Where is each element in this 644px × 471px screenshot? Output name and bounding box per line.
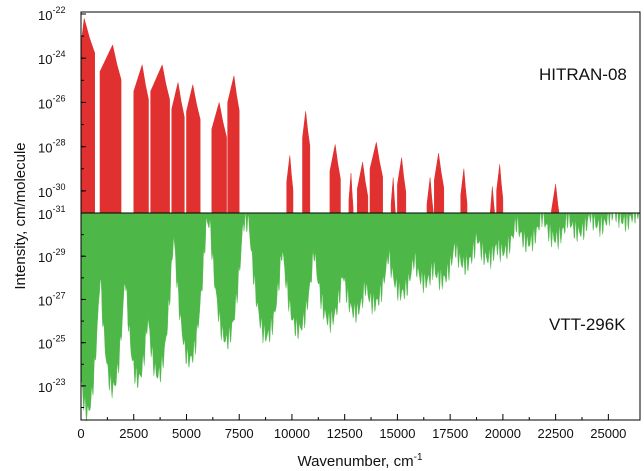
top-band-10: [329, 144, 341, 214]
y-axis-ticks: 10-22 10-24 10-26 10-28 10-30 10-31 10-29 10-27…: [38, 5, 86, 409]
x-tick-label-8: 20000: [485, 426, 521, 441]
x-tick-label-2: 5000: [172, 426, 201, 441]
top-y-tick-label-2: 10-26: [38, 93, 65, 111]
x-axis-title-base: Wavenumber, cm: [297, 453, 413, 470]
x-tick-label-6: 15000: [379, 426, 415, 441]
top-panel-bands: [80, 18, 561, 222]
bottom-y-tick-label-4: 10-23: [38, 377, 65, 395]
top-band-8: [286, 155, 294, 214]
top-band-9: [302, 111, 311, 214]
top-band-3: [150, 64, 170, 214]
top-band-5: [186, 84, 201, 214]
top-y-tick-label-3: 10-28: [38, 138, 65, 156]
top-y-tick-label-1: 10-24: [38, 49, 65, 67]
x-tick-label-9: 22500: [538, 426, 574, 441]
top-band-16: [426, 177, 434, 214]
top-band-6: [211, 102, 227, 214]
x-tick-label-0: 0: [77, 426, 84, 441]
top-band-17: [434, 153, 445, 214]
x-axis-ticks: 0 2500 5000 7500 10000 12500 15000 17500 20000 22…: [77, 414, 626, 441]
top-band-18: [460, 168, 468, 214]
top-y-tick-label-0: 10-22: [38, 5, 65, 23]
x-axis-title-sup: -1: [414, 452, 423, 463]
top-band-11: [348, 173, 354, 214]
top-band-7: [227, 75, 240, 214]
y-axis-title: Intensity, cm/molecule: [12, 142, 29, 289]
x-axis-title: Wavenumber, cm-1: [297, 452, 422, 470]
bottom-series-label: VTT-296K: [549, 315, 626, 334]
top-band-12: [357, 162, 369, 214]
top-band-14: [390, 177, 396, 214]
x-tick-label-7: 17500: [432, 426, 468, 441]
top-band-1: [99, 44, 122, 214]
bottom-panel-bands: [80, 212, 640, 422]
bottom-y-tick-label-0: 10-31: [38, 204, 65, 222]
x-tick-label-3: 7500: [225, 426, 254, 441]
x-tick-label-10: 25000: [590, 426, 626, 441]
x-tick-label-5: 12500: [327, 426, 363, 441]
top-band-20: [496, 164, 504, 214]
plot-frame: [80, 11, 641, 421]
bottom-y-tick-label-1: 10-29: [38, 247, 65, 265]
top-band-15: [397, 157, 407, 214]
top-band-2: [133, 64, 149, 214]
bottom-y-tick-label-2: 10-27: [38, 290, 65, 308]
bottom-y-tick-label-3: 10-25: [38, 334, 65, 352]
top-y-tick-label-4: 10-30: [38, 182, 65, 200]
top-band-13: [369, 142, 383, 214]
x-tick-label-1: 2500: [119, 426, 148, 441]
top-series-label: HITRAN-08: [539, 65, 627, 84]
x-tick-label-4: 10000: [274, 426, 310, 441]
top-band-4: [171, 82, 185, 214]
top-band-0: [80, 18, 95, 214]
bottom-spectrum-area: [80, 212, 640, 422]
